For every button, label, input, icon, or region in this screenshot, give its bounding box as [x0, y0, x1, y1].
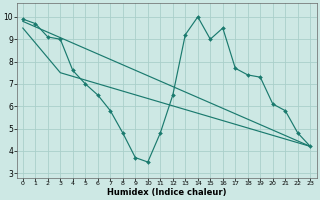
X-axis label: Humidex (Indice chaleur): Humidex (Indice chaleur) — [107, 188, 226, 197]
